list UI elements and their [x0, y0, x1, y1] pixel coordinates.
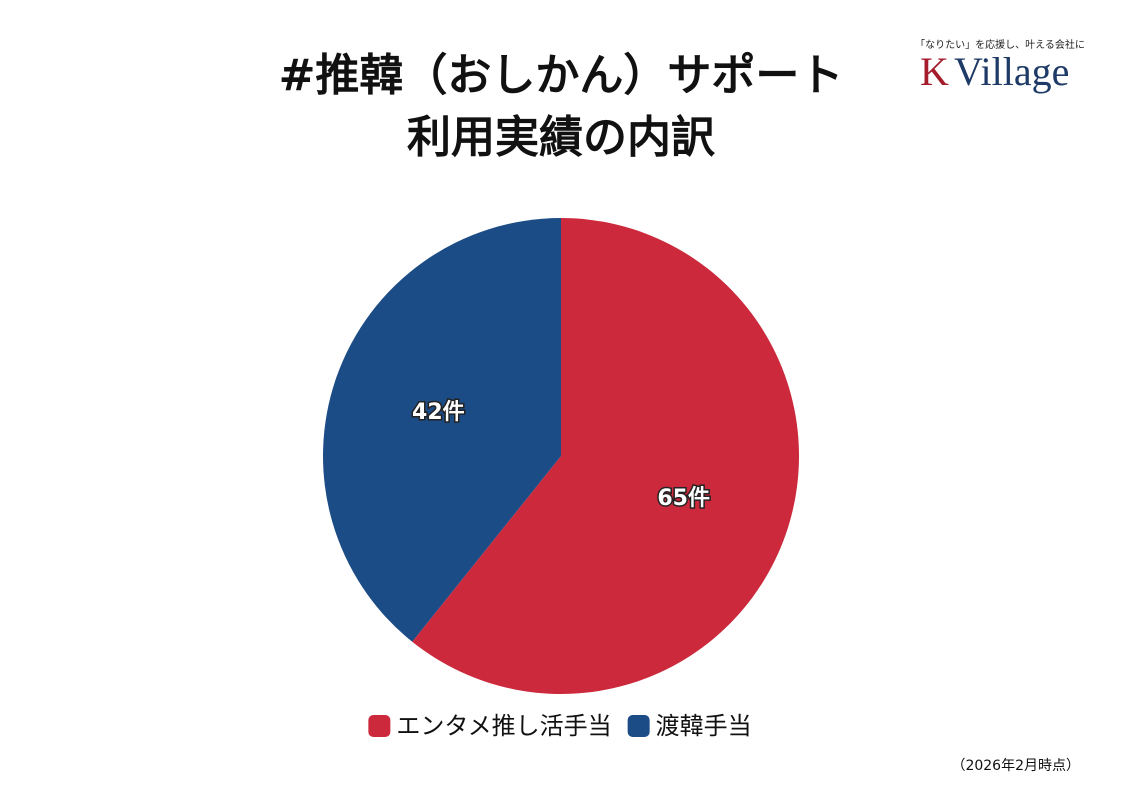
logo-mark: K	[920, 49, 949, 94]
pie-slice	[412, 218, 800, 695]
chart-title: #推韓（おしかん）サポート	[279, 50, 844, 101]
pie: 65件 42件	[323, 218, 800, 695]
legend-label: エンタメ推し活手当	[396, 712, 611, 740]
footnote: （2026年2月時点）	[951, 758, 1080, 774]
pie-slice	[323, 218, 561, 642]
legend-label: 渡韓手当	[656, 712, 752, 740]
chart-title: 利用実績の内訳	[407, 112, 716, 163]
legend-swatch	[627, 715, 650, 737]
logo-name: Village	[954, 49, 1069, 94]
value-label: 42件	[412, 400, 465, 425]
logo-tagline: 「なりたい」を応援し、叶える会社に	[915, 38, 1085, 51]
value-label: 65件	[657, 486, 710, 511]
legend-swatch	[368, 715, 391, 737]
legend: エンタメ推し活手当 渡韓手当	[368, 712, 752, 740]
